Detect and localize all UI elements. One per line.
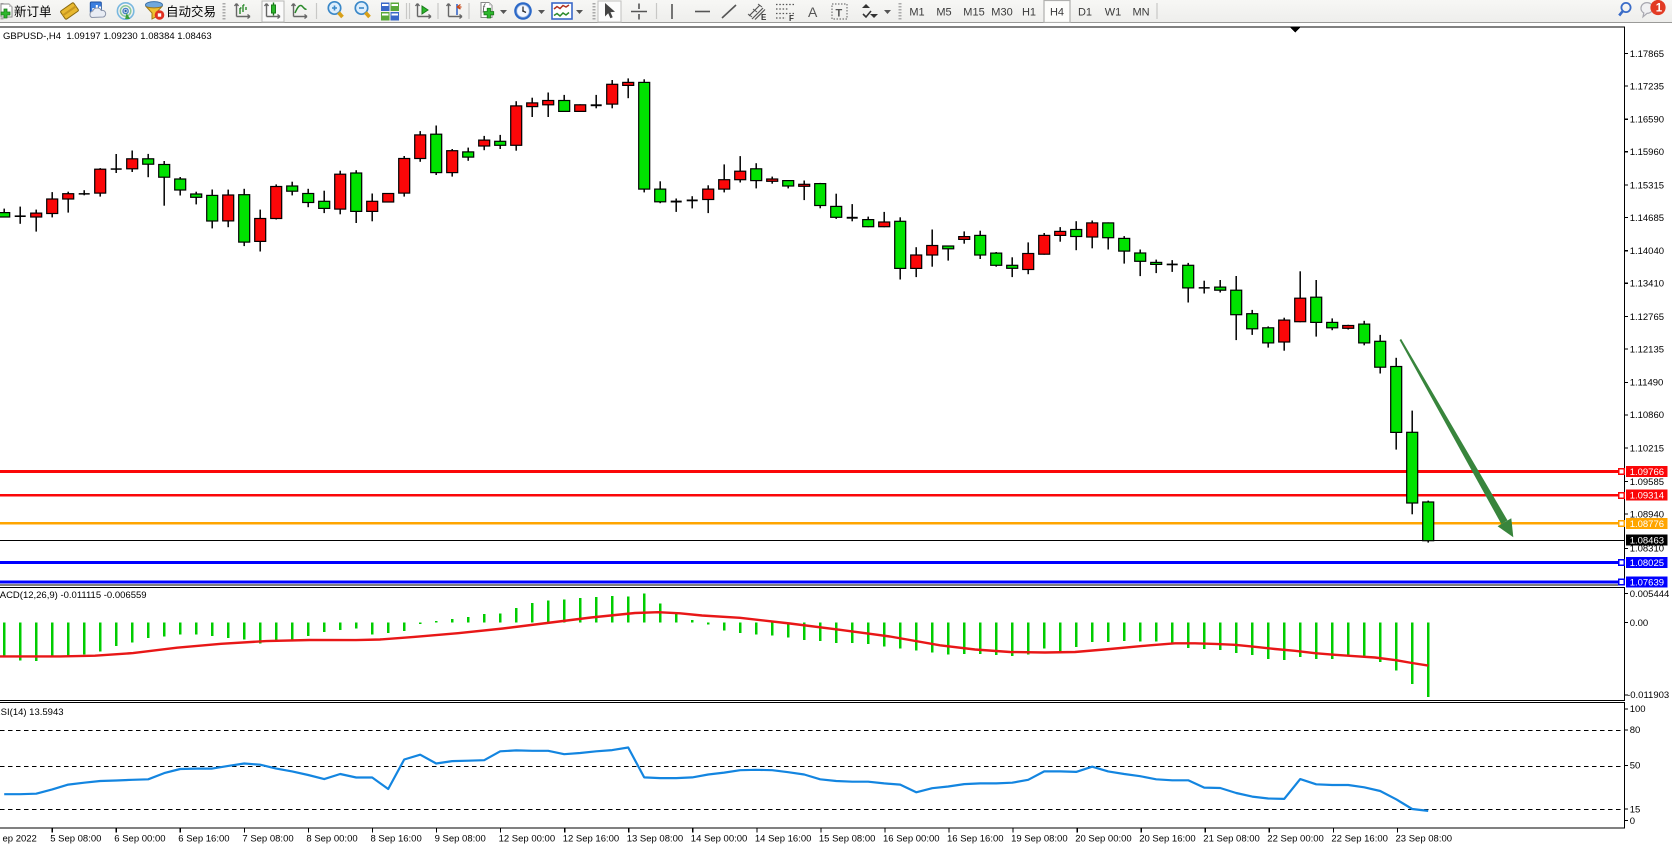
svg-text:12 Sep 00:00: 12 Sep 00:00	[499, 833, 556, 844]
svg-text:1: 1	[1656, 3, 1663, 15]
svg-text:16 Sep 16:00: 16 Sep 16:00	[947, 833, 1004, 844]
svg-text:ep 2022: ep 2022	[3, 833, 37, 844]
svg-text:14 Sep 00:00: 14 Sep 00:00	[691, 833, 748, 844]
svg-text:1.09766: 1.09766	[1630, 467, 1664, 478]
svg-text:22 Sep 00:00: 22 Sep 00:00	[1267, 833, 1324, 844]
svg-text:1.12765: 1.12765	[1630, 312, 1664, 323]
svg-text:15: 15	[1630, 804, 1641, 815]
svg-text:6 Sep 00:00: 6 Sep 00:00	[114, 833, 165, 844]
svg-text:0.005444: 0.005444	[1630, 589, 1670, 600]
svg-text:1.09314: 1.09314	[1630, 491, 1664, 502]
svg-text:20 Sep 00:00: 20 Sep 00:00	[1075, 833, 1132, 844]
svg-text:MACD(12,26,9) -0.011115 -0.006: MACD(12,26,9) -0.011115 -0.006559	[0, 590, 147, 601]
svg-text:16 Sep 00:00: 16 Sep 00:00	[883, 833, 940, 844]
svg-text:9 Sep 08:00: 9 Sep 08:00	[435, 833, 486, 844]
svg-text:T: T	[836, 8, 843, 20]
svg-text:H4: H4	[1050, 7, 1064, 19]
svg-text:0.00: 0.00	[1630, 618, 1649, 629]
svg-text:22 Sep 16:00: 22 Sep 16:00	[1331, 833, 1388, 844]
svg-text:1.08025: 1.08025	[1630, 558, 1664, 569]
svg-text:1.12135: 1.12135	[1630, 344, 1664, 355]
svg-text:1.13410: 1.13410	[1630, 279, 1664, 290]
svg-text:7 Sep 08:00: 7 Sep 08:00	[242, 833, 293, 844]
svg-text:8 Sep 16:00: 8 Sep 16:00	[371, 833, 422, 844]
svg-text:GBPUSD-,H4 1.09197 1.09230 1.: GBPUSD-,H4 1.09197 1.09230 1.08384 1.084…	[3, 31, 212, 42]
svg-text:E: E	[761, 13, 767, 22]
svg-text:8 Sep 00:00: 8 Sep 00:00	[306, 833, 357, 844]
svg-text:14 Sep 16:00: 14 Sep 16:00	[755, 833, 812, 844]
svg-text:M30: M30	[991, 7, 1012, 19]
svg-text:1.15315: 1.15315	[1630, 180, 1664, 191]
svg-text:0: 0	[1630, 816, 1635, 827]
svg-text:5 Sep 08:00: 5 Sep 08:00	[50, 833, 101, 844]
svg-text:M1: M1	[909, 7, 924, 19]
svg-text:13 Sep 08:00: 13 Sep 08:00	[627, 833, 684, 844]
svg-text:1.08310: 1.08310	[1630, 544, 1664, 555]
svg-text:1.08940: 1.08940	[1630, 509, 1664, 520]
svg-text:1.17235: 1.17235	[1630, 81, 1664, 92]
svg-text:F: F	[789, 14, 794, 23]
svg-text:1.08463: 1.08463	[1630, 535, 1664, 546]
svg-text:D1: D1	[1078, 7, 1092, 19]
svg-text:A: A	[808, 4, 818, 20]
svg-text:H1: H1	[1022, 7, 1036, 19]
svg-text:1.14685: 1.14685	[1630, 213, 1664, 224]
svg-text:100: 100	[1630, 704, 1646, 715]
svg-text:1.17865: 1.17865	[1630, 49, 1664, 60]
svg-text:19 Sep 08:00: 19 Sep 08:00	[1011, 833, 1068, 844]
svg-text:自动交易: 自动交易	[166, 4, 216, 19]
svg-text:W1: W1	[1105, 7, 1122, 19]
svg-text:M5: M5	[936, 7, 951, 19]
svg-text:20 Sep 16:00: 20 Sep 16:00	[1139, 833, 1196, 844]
svg-text:12 Sep 16:00: 12 Sep 16:00	[563, 833, 620, 844]
svg-text:1.11490: 1.11490	[1630, 378, 1664, 389]
svg-text:-0.011903: -0.011903	[1627, 690, 1669, 701]
svg-text:1.07639: 1.07639	[1630, 578, 1664, 589]
svg-text:M15: M15	[963, 7, 984, 19]
svg-text:RSI(14) 13.5943: RSI(14) 13.5943	[0, 707, 64, 718]
svg-text:新订单: 新订单	[14, 4, 52, 19]
svg-text:50: 50	[1630, 761, 1641, 772]
svg-text:1.14040: 1.14040	[1630, 246, 1664, 257]
svg-text:15 Sep 08:00: 15 Sep 08:00	[819, 833, 876, 844]
svg-text:21 Sep 08:00: 21 Sep 08:00	[1203, 833, 1260, 844]
svg-text:1.15960: 1.15960	[1630, 147, 1664, 158]
svg-text:1.16590: 1.16590	[1630, 115, 1664, 126]
svg-text:80: 80	[1630, 725, 1641, 736]
svg-text:f: f	[483, 3, 487, 13]
svg-text:1.08776: 1.08776	[1630, 519, 1664, 530]
svg-text:1.10215: 1.10215	[1630, 444, 1664, 455]
svg-text:23 Sep 08:00: 23 Sep 08:00	[1396, 833, 1453, 844]
svg-text:1.10860: 1.10860	[1630, 410, 1664, 421]
svg-text:1.09585: 1.09585	[1630, 477, 1664, 488]
svg-text:6 Sep 16:00: 6 Sep 16:00	[178, 833, 229, 844]
svg-text:MN: MN	[1132, 7, 1149, 19]
